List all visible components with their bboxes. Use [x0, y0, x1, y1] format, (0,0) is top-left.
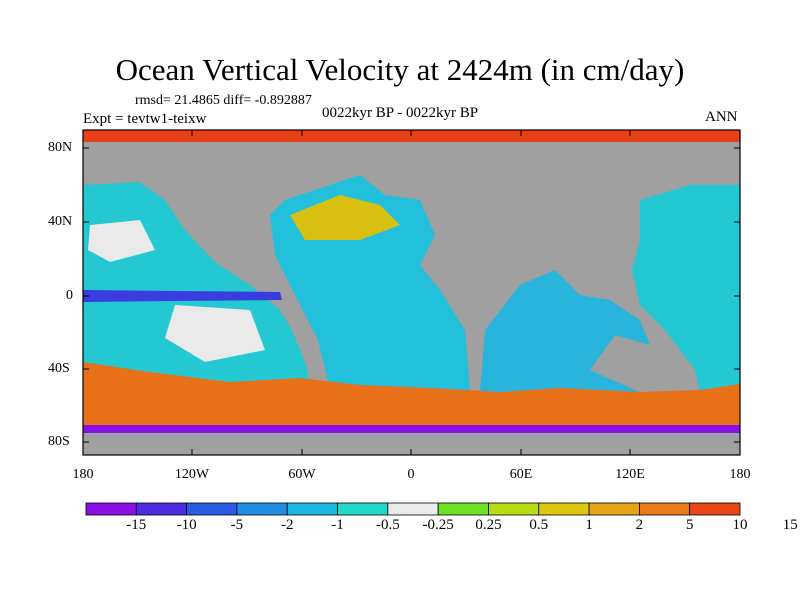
north-atlantic-band: [290, 195, 400, 240]
experiment-label: Expt = tevtw1-teixw: [83, 111, 207, 127]
ocean-pacific-east: [632, 185, 740, 392]
colorbar-swatch: [588, 502, 640, 516]
lon-ticks: [82, 130, 741, 455]
lon-label-120e: 120E: [615, 467, 645, 482]
lat-label-40s: 40S: [48, 361, 70, 376]
colorbar-swatch: [689, 502, 741, 516]
lat-ticks: [83, 147, 740, 443]
lon-label-180e: 180: [729, 467, 751, 482]
lat-label-0: 0: [66, 288, 73, 303]
colorbar-tick-label: -2: [280, 517, 294, 533]
lon-label-60e: 60E: [509, 467, 533, 482]
lon-label-60w: 60W: [288, 467, 316, 482]
colorbar-swatch: [286, 502, 338, 516]
lat-label-80n: 80N: [48, 140, 73, 155]
antarctic-strip: [83, 425, 740, 433]
colorbar-swatch: [538, 502, 590, 516]
chart-title: Ocean Vertical Velocity at 2424m (in cm/…: [115, 52, 685, 87]
colorbar-tick-label: 10: [732, 517, 748, 533]
colorbar-swatch: [437, 502, 489, 516]
lat-label-80s: 80S: [48, 434, 70, 449]
colorbar-tick-label: 5: [685, 517, 694, 533]
north-pacific-neutral-patch: [88, 220, 155, 262]
colorbar-tick-label: -0.5: [375, 517, 400, 533]
ocean-southern-band: [83, 362, 740, 425]
lon-label-0: 0: [407, 467, 415, 482]
colorbar-swatch: [337, 502, 389, 516]
time-range-label: 0022kyr BP - 0022kyr BP: [322, 105, 479, 121]
colorbar-tick-label: 2: [635, 517, 644, 533]
lon-label-180w: 180: [72, 467, 94, 482]
colorbar-swatch: [85, 502, 137, 516]
colorbar-tick-label: -0.25: [422, 517, 454, 533]
colorbar-tick-label: 0.25: [475, 517, 502, 533]
colorbar-tick-label: 15: [782, 517, 798, 533]
lat-label-40n: 40N: [48, 214, 73, 229]
colorbar-swatch: [135, 502, 188, 516]
pacific-neutral-patch: [165, 305, 265, 362]
equatorial-streak: [83, 290, 282, 302]
statistics-label: rmsd= 21.4865 diff= -0.892887: [135, 93, 312, 108]
colorbar-swatch: [638, 502, 691, 516]
colorbar-swatch: [186, 502, 238, 516]
ocean-indian: [480, 270, 650, 392]
colorbar-tick-label: 1: [585, 517, 593, 533]
colorbar-swatch: [488, 502, 540, 516]
colorbar-swatch: [387, 502, 439, 516]
colorbar-tick-label: 0.5: [529, 517, 549, 533]
colorbar-tick-label: -1: [331, 517, 344, 533]
colorbar-tick-label: -15: [126, 517, 147, 533]
season-label: ANN: [705, 109, 738, 125]
colorbar-swatch: [236, 502, 288, 516]
lon-label-120w: 120W: [174, 467, 210, 482]
colorbar-tick-label: -5: [230, 517, 244, 533]
colorbar-tick-label: -10: [176, 517, 197, 533]
